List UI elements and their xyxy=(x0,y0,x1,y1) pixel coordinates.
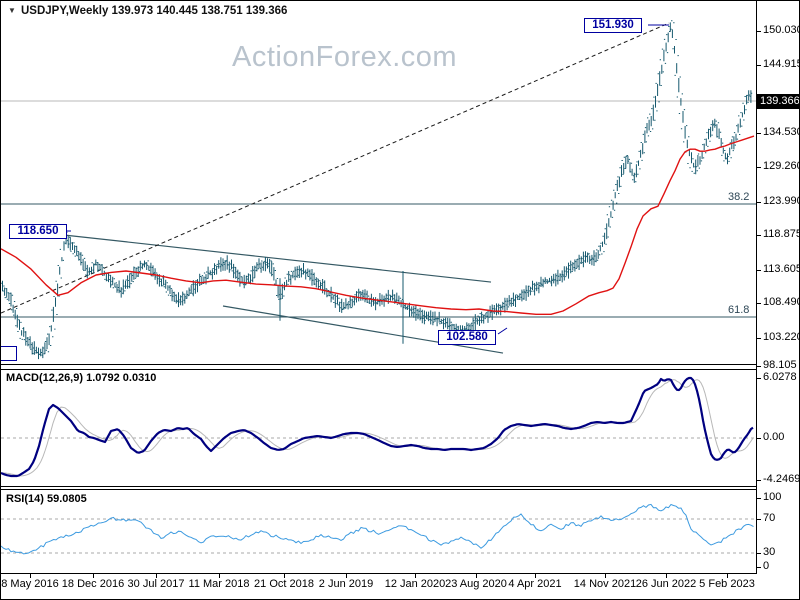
date-axis-label: 21 Oct 2018 xyxy=(254,578,314,590)
price-axis-label: 144.915 xyxy=(763,57,800,70)
axis-tick xyxy=(346,574,347,578)
axis-tick xyxy=(757,235,761,236)
date-axis-label: 18 Dec 2016 xyxy=(61,578,125,590)
axis-tick xyxy=(727,574,728,578)
macd-indicator-label: MACD(12,26,9) 1.0792 0.0310 xyxy=(6,372,157,384)
panel-separator xyxy=(1,489,757,490)
price-axis-border xyxy=(756,1,757,574)
price-axis-label: 98.105 xyxy=(763,359,797,371)
channel-trendline[interactable] xyxy=(64,234,492,283)
price-axis-label: 108.490 xyxy=(763,296,800,309)
date-axis-label: 4 Apr 2021 xyxy=(508,578,562,590)
price-annotation-peak[interactable]: 151.930 xyxy=(584,18,642,33)
date-axis-label: 26 Jun 2022 xyxy=(635,578,697,590)
axis-tick xyxy=(666,574,667,578)
price-axis-label: 129.260 xyxy=(763,160,800,173)
macd-panel-chart[interactable] xyxy=(1,370,757,486)
axis-tick xyxy=(30,574,31,578)
axis-tick xyxy=(757,65,761,66)
date-axis-label: 12 Jan 2020 xyxy=(384,578,446,590)
watermark: ActionForex.com xyxy=(232,41,458,73)
candlestick-bars xyxy=(2,22,752,360)
axis-tick xyxy=(757,303,761,304)
axis-tick xyxy=(757,366,761,367)
date-axis-label: 2 Jun 2019 xyxy=(318,578,374,590)
date-axis-label: 8 May 2016 xyxy=(1,578,59,590)
date-axis-label: 11 Mar 2018 xyxy=(188,578,250,590)
price-annotation-clipped xyxy=(1,346,17,361)
axis-tick xyxy=(757,202,761,203)
dropdown-triangle-icon[interactable]: ▼ xyxy=(8,6,16,15)
date-axis-label: 23 Aug 2020 xyxy=(445,578,507,590)
date-axis-label: 14 Nov 2021 xyxy=(573,578,637,590)
axis-tick xyxy=(757,519,761,520)
price-axis-label: 113.605 xyxy=(763,262,800,275)
axis-tick xyxy=(757,378,761,379)
axis-tick xyxy=(535,574,536,578)
rsi-axis-label: 100 xyxy=(763,491,782,503)
macd-axis-label: 0.00 xyxy=(763,431,785,443)
axis-tick xyxy=(757,167,761,168)
fib-382-label[interactable]: 38.2 xyxy=(728,190,750,203)
price-axis-label: 103.220 xyxy=(763,330,800,343)
axis-tick xyxy=(757,480,761,481)
date-axis-label: 30 Jul 2017 xyxy=(127,578,185,590)
axis-tick xyxy=(757,338,761,339)
rsi-panel-chart[interactable] xyxy=(1,490,757,573)
date-axis-label: 5 Feb 2023 xyxy=(699,578,755,590)
rsi-indicator-label: RSI(14) 59.0805 xyxy=(6,493,87,505)
rsi-axis-label: 30 xyxy=(763,546,776,558)
price-annotation-low[interactable]: 102.580 xyxy=(438,330,496,345)
macd-main-line xyxy=(1,376,754,478)
main-price-chart[interactable] xyxy=(1,1,757,365)
panel-separator xyxy=(1,364,757,365)
axis-tick xyxy=(757,567,761,568)
price-axis-label: 123.990 xyxy=(763,194,800,207)
axis-tick xyxy=(415,574,416,578)
panel-separator xyxy=(1,369,757,370)
fib-618-label[interactable]: 61.8 xyxy=(728,304,750,317)
axis-tick xyxy=(757,498,761,499)
dashed-trendline[interactable] xyxy=(1,22,670,314)
annotation-connector xyxy=(497,327,508,335)
macd-axis-label: -4.2469 xyxy=(763,473,800,485)
axis-tick xyxy=(156,574,157,578)
axis-tick xyxy=(757,31,761,32)
axis-tick xyxy=(605,574,606,578)
candlestick-open-close-ticks xyxy=(1,20,753,356)
macd-signal-line xyxy=(1,379,754,477)
axis-tick xyxy=(757,438,761,439)
price-axis-label: 134.530 xyxy=(763,125,800,138)
current-price-tag: 139.366 xyxy=(757,94,799,109)
panel-separator xyxy=(1,573,757,574)
chart-title: USDJPY,Weekly 139.973 140.445 138.751 13… xyxy=(21,5,288,17)
price-annotation-left-high[interactable]: 118.650 xyxy=(9,224,67,239)
price-axis-label: 150.030 xyxy=(763,24,800,37)
moving-average-line[interactable] xyxy=(1,135,755,315)
axis-tick xyxy=(284,574,285,578)
axis-tick xyxy=(757,270,761,271)
axis-tick xyxy=(93,574,94,578)
macd-axis-label: 6.0278 xyxy=(763,370,797,383)
axis-tick xyxy=(476,574,477,578)
rsi-line xyxy=(1,503,754,555)
panel-separator xyxy=(1,486,757,487)
axis-tick xyxy=(757,553,761,554)
channel-trendline[interactable] xyxy=(222,305,504,354)
axis-tick xyxy=(757,133,761,134)
axis-tick xyxy=(219,574,220,578)
rsi-axis-label: 0 xyxy=(763,560,770,572)
price-axis-label: 118.875 xyxy=(763,228,800,241)
rsi-axis-label: 70 xyxy=(763,512,776,524)
